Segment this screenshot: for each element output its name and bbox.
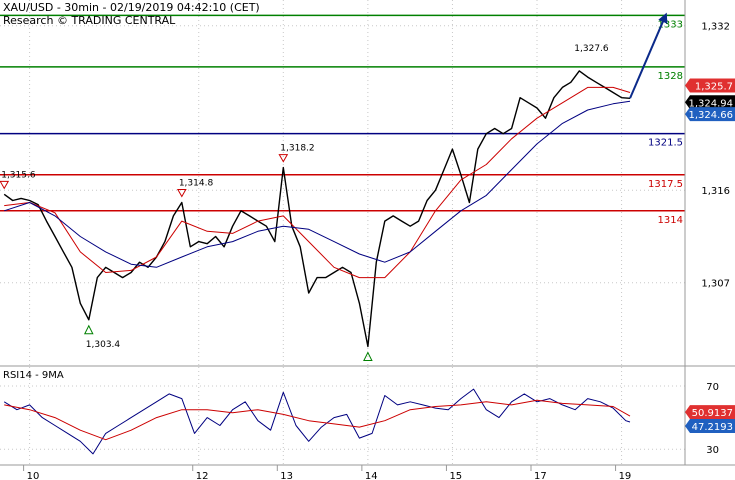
x-tick-0: 10: [27, 471, 40, 480]
annotation-3: 1,327.6: [574, 44, 609, 54]
annotations: 1,315.6 1,314.8 1,318.2 1,327.6 1,303.4: [0, 44, 609, 361]
rsi-grid: [0, 367, 685, 465]
level-label-1: 1328: [658, 71, 683, 82]
rsi-series-group: RSI14 - 9MA: [3, 370, 631, 455]
y-tick-2: 1,307: [701, 279, 730, 290]
price-line: [3, 70, 631, 348]
rsi-tag-bg-1: [685, 418, 735, 433]
price-tag-bg-0: [685, 78, 735, 93]
x-tick-2: 13: [280, 471, 293, 480]
level-lines: 1333 1328 1321.5 1317.5 1314: [0, 14, 685, 226]
price-tag-bg-2: [685, 107, 735, 122]
x-tick-3: 14: [365, 471, 378, 480]
marker-down-2: [278, 154, 289, 163]
rsi-tag-0: 50.9137: [692, 408, 733, 419]
rsi-tag-bg-0: [685, 405, 735, 420]
level-label-0: 1333: [658, 19, 683, 30]
rsi-line: [3, 388, 631, 455]
x-tick-4: 15: [449, 471, 462, 480]
marker-down-1: [176, 189, 187, 198]
x-tick-1: 12: [196, 471, 209, 480]
y-tick-0: 1,332: [701, 22, 730, 33]
rsi-ma-line: [4, 399, 631, 441]
rsi-title: RSI14 - 9MA: [3, 370, 64, 381]
level-label-2: 1321.5: [648, 138, 683, 149]
price-tag-bg-1: [685, 95, 735, 110]
ma-red-line: [4, 86, 631, 279]
annotation-1: 1,314.8: [179, 179, 214, 189]
price-series-group: [3, 12, 668, 348]
annotation-4: 1,303.4: [86, 340, 121, 350]
rsi-y-tick-0: 70: [706, 382, 719, 393]
price-tag-0: 1,325.7: [695, 81, 733, 92]
ma-blue-line: [4, 100, 631, 268]
marker-up-5: [363, 351, 373, 361]
price-tag-2: 1,324.66: [688, 110, 733, 121]
annotation-0: 1,315.6: [1, 170, 36, 180]
projection-arrow: [629, 12, 668, 99]
x-tick-6: 19: [619, 471, 632, 480]
rsi-tag-1: 47.2193: [692, 422, 733, 433]
annotation-2: 1,318.2: [280, 144, 314, 154]
marker-down-0: [0, 180, 10, 190]
rsi-y-tick-1: 30: [706, 445, 719, 456]
marker-up-4: [83, 324, 94, 335]
chart-subtitle: Research © TRADING CENTRAL: [3, 14, 176, 27]
y-tick-1: 1,316: [701, 186, 730, 197]
level-label-4: 1314: [658, 215, 683, 226]
main-grid: [0, 0, 685, 365]
value-tags: 1,325.7 1,324.941,324.66 50.9137 47.2193: [685, 78, 735, 433]
price-tag-1: 1,324.94: [688, 98, 733, 109]
chart-title: XAU/USD - 30min - 02/19/2019 04:42:10 (C…: [3, 1, 260, 14]
level-label-3: 1317.5: [648, 179, 683, 190]
x-tick-5: 17: [534, 471, 547, 480]
